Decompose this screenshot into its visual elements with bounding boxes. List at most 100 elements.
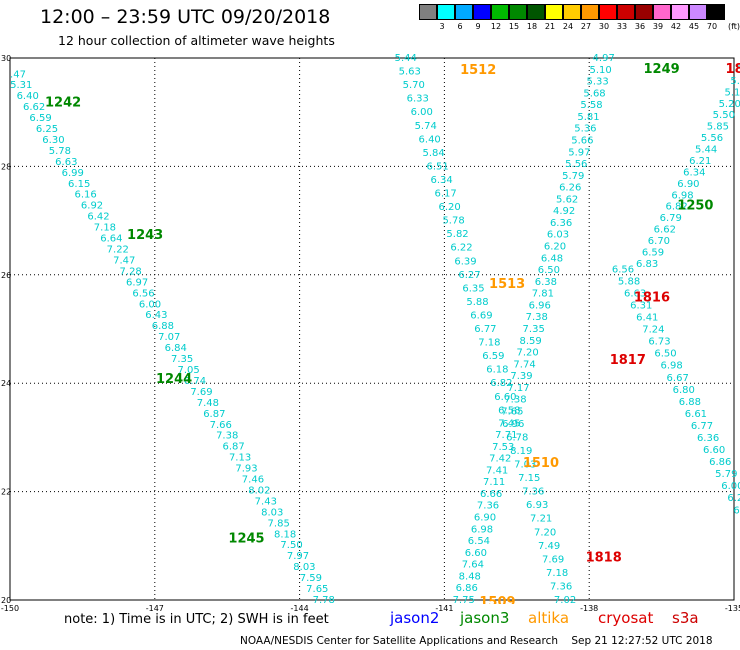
swh-value: 6.00 — [411, 107, 433, 118]
swh-value: 7.65 — [306, 584, 328, 595]
swh-value: 5.88 — [618, 276, 640, 287]
swh-value: 6.87 — [203, 409, 225, 420]
swh-value: 6.99 — [62, 168, 84, 179]
swh-value: 7.36 — [522, 487, 544, 498]
swh-value: 7.81 — [532, 289, 554, 300]
legend-color-box — [545, 4, 563, 20]
swh-value: 7.05 — [177, 365, 199, 376]
swh-value: 5.53 — [730, 76, 740, 87]
pass-label: 1250 — [677, 198, 713, 213]
legend-cryosat: cryosat — [598, 609, 654, 627]
swh-value: 6.20 — [438, 202, 460, 213]
swh-value: 5.78 — [442, 216, 464, 227]
swh-value: 7.35 — [523, 324, 545, 335]
pass-label: 1817 — [610, 353, 646, 368]
swh-value: 5.58 — [580, 100, 602, 111]
swh-value: 6.90 — [474, 513, 496, 524]
swh-value: 7.24 — [642, 325, 664, 336]
swh-value: 7.75 — [453, 595, 475, 606]
swh-value: 6.33 — [407, 94, 429, 105]
swh-value: 7.66 — [210, 420, 232, 431]
swh-value: 4.92 — [553, 206, 575, 217]
swh-value: 6.79 — [660, 213, 682, 224]
swh-value: 6.88 — [152, 321, 174, 332]
swh-value: 6.40 — [419, 134, 441, 145]
swh-value: 6.38 — [733, 505, 740, 516]
legend-label: 30 — [598, 22, 610, 31]
swh-value: 6.60 — [465, 548, 487, 559]
swh-value: 6.90 — [677, 179, 699, 190]
swh-value: 5.44 — [695, 145, 717, 156]
swh-value: 6.25 — [36, 124, 58, 135]
legend-swatch: 18 — [527, 4, 546, 31]
swh-value: 6.27 — [458, 270, 480, 281]
swh-value: 6.88 — [679, 397, 701, 408]
swh-value: 6.40 — [17, 91, 39, 102]
legend-label: 42 — [670, 22, 682, 31]
swh-value: 5.70 — [403, 80, 425, 91]
swh-value: 7.45 — [498, 418, 520, 429]
pass-label: 1510 — [523, 456, 559, 471]
swh-value: 5.36 — [574, 124, 596, 135]
legend-swatch: 70 — [707, 4, 726, 31]
swh-value: 5.78 — [49, 146, 71, 157]
swh-value: 6.69 — [470, 310, 492, 321]
swh-value: 5.79 — [715, 469, 737, 480]
lon-tick-label: -135 — [725, 604, 740, 613]
swh-value: 5.97 — [568, 147, 590, 158]
legend-label: 15 — [508, 22, 520, 31]
lon-tick-label: -147 — [146, 604, 164, 613]
swh-value: 6.16 — [74, 190, 96, 201]
swh-value: 5.74 — [415, 121, 437, 132]
swh-value: 7.18 — [94, 223, 116, 234]
swh-value: 6.60 — [494, 392, 516, 403]
swh-value: 6.67 — [667, 373, 689, 384]
swh-value: 7.93 — [235, 464, 257, 475]
legend-label: 33 — [616, 22, 628, 31]
swh-value: 7.64 — [462, 560, 484, 571]
legend-label: 12 — [490, 22, 502, 31]
swh-value: 6.36 — [550, 218, 572, 229]
swh-value: 6.24 — [727, 493, 740, 504]
pass-label: 1815 — [726, 62, 740, 77]
swh-value: 7.02 — [554, 595, 576, 606]
swh-value: 7.21 — [530, 514, 552, 525]
swh-value: 5.33 — [586, 77, 608, 88]
swh-value: 7.97 — [287, 551, 309, 562]
legend-color-box — [473, 4, 491, 20]
swh-value: 7.53 — [492, 442, 514, 453]
swh-value: 6.74 — [184, 376, 206, 387]
lat-tick-label: 30 — [1, 54, 11, 63]
legend-swatch: 24 — [563, 4, 582, 31]
swh-value: 6.54 — [468, 536, 490, 547]
legend-label: 3 — [439, 22, 445, 31]
swh-value: 6.84 — [165, 343, 187, 354]
swh-value: 6.62 — [654, 225, 676, 236]
pass-label: 1242 — [45, 95, 81, 110]
swh-value: 6.83 — [636, 259, 658, 270]
swh-value: 7.69 — [542, 554, 564, 565]
swh-value: 5.79 — [562, 171, 584, 182]
legend-swatch: 39 — [653, 4, 672, 31]
swh-value: 7.48 — [197, 398, 219, 409]
swh-value: 6.41 — [636, 313, 658, 324]
legend-label: 36 — [634, 22, 646, 31]
swh-value: 5.82 — [446, 229, 468, 240]
swh-value: 6.58 — [498, 405, 520, 416]
legend-label: 39 — [652, 22, 664, 31]
legend-color-box — [653, 4, 671, 20]
swh-value: 6.26 — [559, 183, 581, 194]
legend-jason2: jason2 — [390, 609, 440, 627]
swh-value: 6.64 — [100, 234, 122, 245]
swh-value: 6.43 — [145, 310, 167, 321]
swh-value: 6.59 — [29, 113, 51, 124]
swh-value: 7.20 — [534, 527, 556, 538]
pass-label: 1244 — [156, 372, 192, 387]
legend-swatch: 36 — [635, 4, 654, 31]
swh-value: 6.60 — [703, 445, 725, 456]
swh-value: 6.77 — [691, 421, 713, 432]
legend-label: 21 — [544, 22, 556, 31]
lon-tick-label: -144 — [291, 604, 309, 613]
swh-value: 6.17 — [434, 189, 456, 200]
